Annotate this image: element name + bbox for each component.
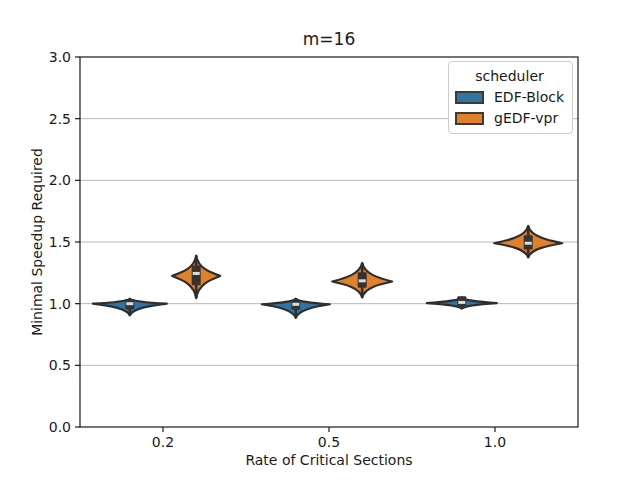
x-tick-label: 0.2 <box>152 434 174 450</box>
y-tick-label: 2.5 <box>49 111 71 127</box>
legend-swatch-gedf-vpr <box>455 112 484 125</box>
legend-box: scheduler EDF-Block gEDF-vpr <box>448 61 573 134</box>
y-axis-label: Minimal Speedup Required <box>29 148 45 336</box>
iqr-box <box>192 265 201 285</box>
y-tick-label: 1.5 <box>49 234 71 250</box>
median-mark <box>292 303 299 306</box>
x-tick-label: 1.0 <box>484 434 506 450</box>
figure-canvas: m=16 Rate of Critical Sections Minimal S… <box>0 0 640 480</box>
legend-entry-label: gEDF-vpr <box>494 110 558 126</box>
x-axis-label: Rate of Critical Sections <box>245 452 412 468</box>
median-mark <box>359 279 366 282</box>
median-mark <box>525 242 532 245</box>
chart-title: m=16 <box>303 29 355 49</box>
x-tick-label: 0.5 <box>318 434 340 450</box>
legend-entries: EDF-Block gEDF-vpr <box>455 89 564 126</box>
y-tick-label: 2.0 <box>49 172 71 188</box>
legend-swatch-edf-block <box>455 91 484 104</box>
median-mark <box>126 302 133 305</box>
y-tick-label: 1.0 <box>49 296 71 312</box>
y-tick-label: 3.0 <box>49 49 71 65</box>
legend-entry: gEDF-vpr <box>455 110 564 126</box>
y-tick-label: 0.5 <box>49 357 71 373</box>
legend-entry: EDF-Block <box>455 89 564 105</box>
median-mark <box>193 272 200 275</box>
median-mark <box>458 301 465 304</box>
legend-entry-label: EDF-Block <box>494 89 564 105</box>
legend-title: scheduler <box>455 68 564 84</box>
y-tick-label: 0.0 <box>49 419 71 435</box>
